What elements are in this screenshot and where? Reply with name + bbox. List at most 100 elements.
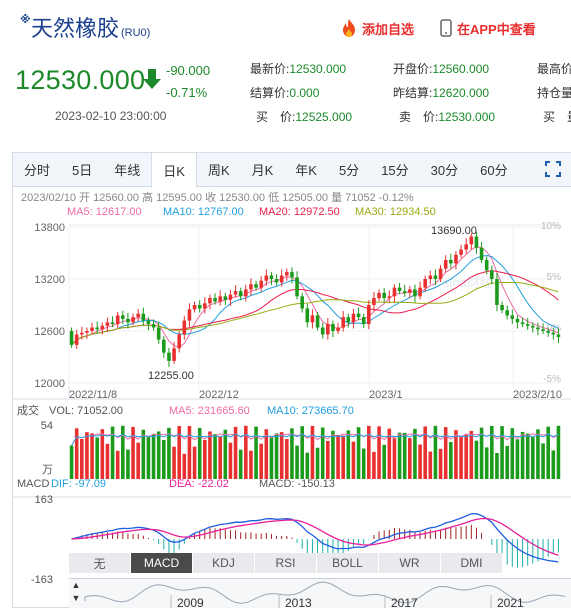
kline-chart[interactable]: 2023/02/10 开 12560.00 高 12595.00 收 12530… — [13, 187, 571, 587]
volume-bar — [74, 428, 79, 479]
volume-bar — [387, 428, 392, 479]
candle-body — [454, 254, 458, 264]
tab-period-3[interactable]: 日K — [151, 153, 197, 188]
candle-body — [208, 298, 212, 304]
tab-period-10[interactable]: 60分 — [480, 163, 508, 178]
volume-bar — [438, 448, 443, 479]
volume-bar — [531, 437, 535, 479]
open-in-app-button[interactable]: 在APP中查看 — [440, 17, 536, 39]
volume-bar — [279, 432, 284, 479]
candle-body — [279, 275, 284, 283]
navigator-series — [84, 581, 566, 604]
tab-indicator-无[interactable]: 无 — [69, 553, 131, 573]
candle-body — [372, 298, 376, 305]
macd-title: MACD — [17, 478, 49, 490]
pct-tick-0: 10% — [541, 221, 561, 232]
volume-bar — [536, 429, 540, 479]
stat-high: 最高价 — [537, 62, 571, 76]
tab-indicator-wr[interactable]: WR — [379, 553, 441, 573]
candle-body — [341, 317, 345, 328]
volume-bar — [500, 426, 504, 479]
tab-period-7[interactable]: 5分 — [338, 163, 360, 178]
tab-period-0[interactable]: 分时 — [24, 163, 51, 178]
tab-period-6[interactable]: 年K — [295, 163, 317, 178]
scroll-up-icon[interactable]: ▲ — [71, 580, 81, 590]
volume-bar — [126, 449, 130, 479]
fullscreen-icon[interactable] — [545, 161, 561, 177]
volume-bar — [269, 437, 274, 479]
tab-period-1[interactable]: 5日 — [72, 163, 93, 178]
stat-settle: 结算价:0.000 — [250, 86, 320, 100]
volume-bar — [136, 442, 140, 479]
volume-bar — [85, 432, 89, 479]
tab-indicator-dmi[interactable]: DMI — [441, 553, 503, 573]
candle-body — [141, 313, 146, 321]
candle-body — [336, 327, 340, 331]
price-change: -90.000 — [166, 63, 211, 78]
candle-body — [402, 291, 407, 293]
candle-body — [285, 272, 289, 276]
add-favorite-button[interactable]: 添加自选 — [340, 17, 414, 39]
tab-period-8[interactable]: 15分 — [381, 163, 409, 178]
volume-bar — [115, 450, 120, 479]
tab-indicator-rsi[interactable]: RSI — [255, 553, 317, 573]
volume-bar — [449, 441, 453, 479]
volume-bar — [167, 427, 171, 479]
volume-bar — [95, 437, 99, 479]
date-tick-2: 2023/1 — [369, 389, 403, 401]
volume-axis-unit: 万 — [42, 464, 53, 476]
time-navigator[interactable]: ▲ ▼ 2009 2013 2017 2021 — [69, 578, 571, 608]
tab-indicator-macd[interactable]: MACD — [131, 553, 193, 573]
tab-indicator-kdj[interactable]: KDJ — [193, 553, 255, 573]
tab-indicator-boll[interactable]: BOLL — [317, 553, 379, 573]
tab-period-9[interactable]: 30分 — [430, 163, 459, 178]
date-tick-3: 2023/2/10 — [513, 389, 562, 401]
volume-bar — [295, 445, 299, 479]
phone-icon — [440, 19, 452, 37]
price-tick-3: 12000 — [34, 378, 65, 390]
candle-body — [151, 324, 156, 328]
candle-body — [162, 339, 166, 353]
volume-bar — [525, 433, 530, 479]
candle-body — [408, 289, 412, 293]
volume-bar — [218, 436, 222, 479]
volume-bar — [495, 453, 499, 479]
candle-body — [197, 305, 202, 309]
volume-bar — [336, 435, 340, 479]
candle-body — [443, 259, 448, 269]
candle-body — [490, 270, 494, 279]
candle-body — [459, 249, 463, 255]
candle-body — [105, 322, 110, 326]
candle-body — [259, 280, 263, 288]
candle-body — [413, 289, 417, 297]
volume-bar — [100, 429, 105, 479]
volume-bar — [382, 444, 386, 479]
candle-body — [192, 305, 197, 310]
candle-body — [351, 313, 356, 323]
volume-bar — [361, 448, 366, 479]
ma-legend-2: MA20: 12972.50 — [259, 206, 340, 218]
tab-period-5[interactable]: 月K — [251, 163, 274, 178]
volume-bar — [238, 449, 243, 479]
volume-bar — [285, 439, 289, 479]
candle-body — [300, 296, 304, 309]
volume-bar — [305, 452, 310, 479]
volume-axis-top: 54 — [41, 420, 53, 432]
candle-body — [484, 259, 489, 271]
volume-bar — [454, 430, 458, 479]
candle-body — [346, 317, 351, 323]
tab-period-4[interactable]: 周K — [207, 163, 230, 178]
volume-ma5-line — [71, 433, 559, 446]
candle-body — [85, 331, 89, 333]
volume-bar — [556, 425, 561, 479]
candle-body — [525, 324, 530, 326]
tab-period-2[interactable]: 年线 — [114, 163, 141, 178]
volume-bar — [300, 426, 304, 479]
candle-body — [233, 291, 238, 295]
volume-bar — [264, 429, 269, 479]
candle-body — [510, 315, 515, 319]
candle-body — [500, 305, 504, 311]
volume-bar — [146, 436, 151, 479]
scroll-down-icon[interactable]: ▼ — [71, 593, 81, 603]
volume-bar — [331, 430, 335, 479]
